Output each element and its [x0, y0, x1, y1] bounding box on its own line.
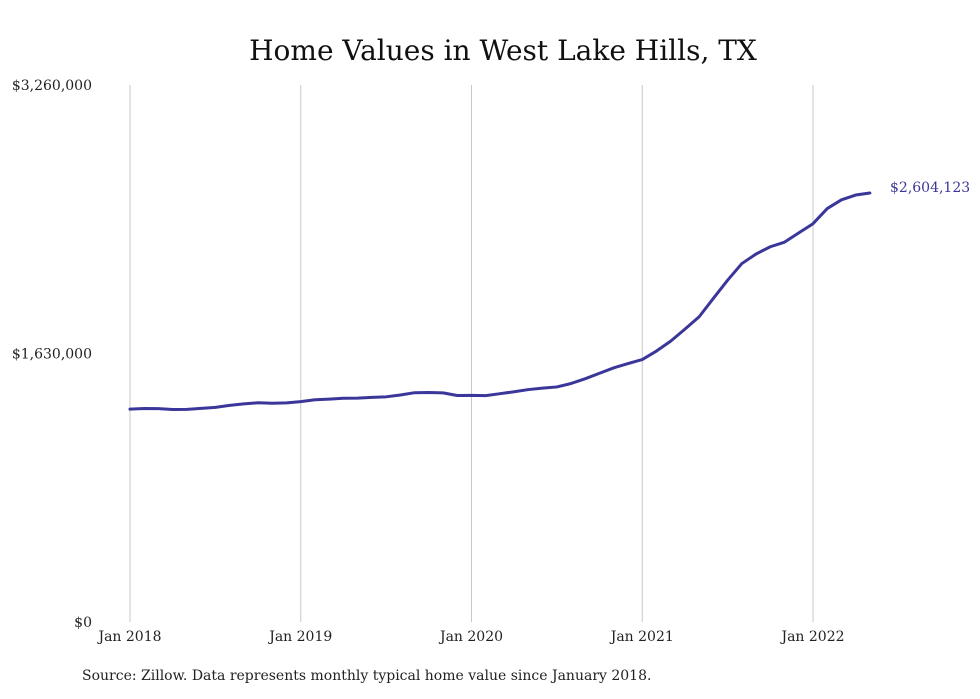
data-point — [242, 402, 245, 405]
data-point — [200, 407, 203, 410]
data-point — [769, 245, 772, 248]
data-point — [214, 406, 217, 409]
x-axis-ticks: Jan 2018 Jan 2019 Jan 2020 Jan 2021 Jan 2022 — [96, 629, 844, 645]
data-point — [655, 350, 658, 353]
gridlines — [129, 85, 814, 622]
data-point — [185, 408, 188, 411]
data-point — [442, 391, 445, 394]
data-point — [726, 279, 729, 282]
x-tick-label: Jan 2018 — [96, 629, 161, 645]
y-tick-label: $3,260,000 — [12, 78, 92, 94]
series-line-0 — [128, 191, 872, 412]
x-tick-label: Jan 2020 — [438, 629, 503, 645]
data-point — [427, 391, 430, 394]
data-point — [456, 394, 459, 397]
data-point — [513, 390, 516, 393]
x-tick-label: Jan 2019 — [267, 629, 332, 645]
data-point — [755, 253, 758, 256]
data-point — [783, 241, 786, 244]
data-point — [328, 398, 331, 401]
data-point — [271, 402, 274, 405]
data-point — [712, 297, 715, 300]
data-point — [484, 394, 487, 397]
data-point — [612, 366, 615, 369]
data-point — [570, 382, 573, 385]
data-point — [598, 372, 601, 375]
data-point — [399, 394, 402, 397]
data-point — [584, 377, 587, 380]
data-point — [285, 401, 288, 404]
series-layer — [128, 191, 872, 412]
x-tick-label: Jan 2022 — [779, 629, 844, 645]
data-point — [641, 358, 644, 361]
data-point — [228, 404, 231, 407]
data-point — [868, 192, 871, 195]
data-point — [257, 401, 260, 404]
data-point — [342, 397, 345, 400]
data-point — [797, 231, 800, 234]
data-point — [171, 408, 174, 411]
data-point — [541, 387, 544, 390]
data-point — [143, 407, 146, 410]
data-point — [683, 328, 686, 331]
data-point — [356, 397, 359, 400]
data-point — [385, 395, 388, 398]
data-point — [840, 198, 843, 201]
data-point — [498, 392, 501, 395]
data-point — [555, 385, 558, 388]
source-note: Source: Zillow. Data represents monthly … — [82, 668, 652, 684]
data-point — [413, 391, 416, 394]
data-point — [129, 408, 132, 411]
data-point — [470, 394, 473, 397]
data-point — [157, 407, 160, 410]
data-point — [826, 207, 829, 210]
data-point — [527, 388, 530, 391]
data-point — [669, 340, 672, 343]
end-value-label: $2,604,123 — [890, 180, 970, 196]
data-point — [627, 362, 630, 365]
y-axis-ticks: $3,260,000 $1,630,000 $0 — [12, 78, 92, 631]
x-tick-label: Jan 2021 — [609, 629, 674, 645]
y-tick-label: $0 — [74, 615, 92, 631]
data-point — [740, 262, 743, 265]
data-point — [370, 396, 373, 399]
chart-title: Home Values in West Lake Hills, TX — [249, 34, 757, 67]
data-point — [299, 400, 302, 403]
y-tick-label: $1,630,000 — [12, 347, 92, 363]
data-point — [698, 315, 701, 318]
data-point — [313, 398, 316, 401]
data-point — [812, 222, 815, 225]
data-point — [854, 194, 857, 197]
